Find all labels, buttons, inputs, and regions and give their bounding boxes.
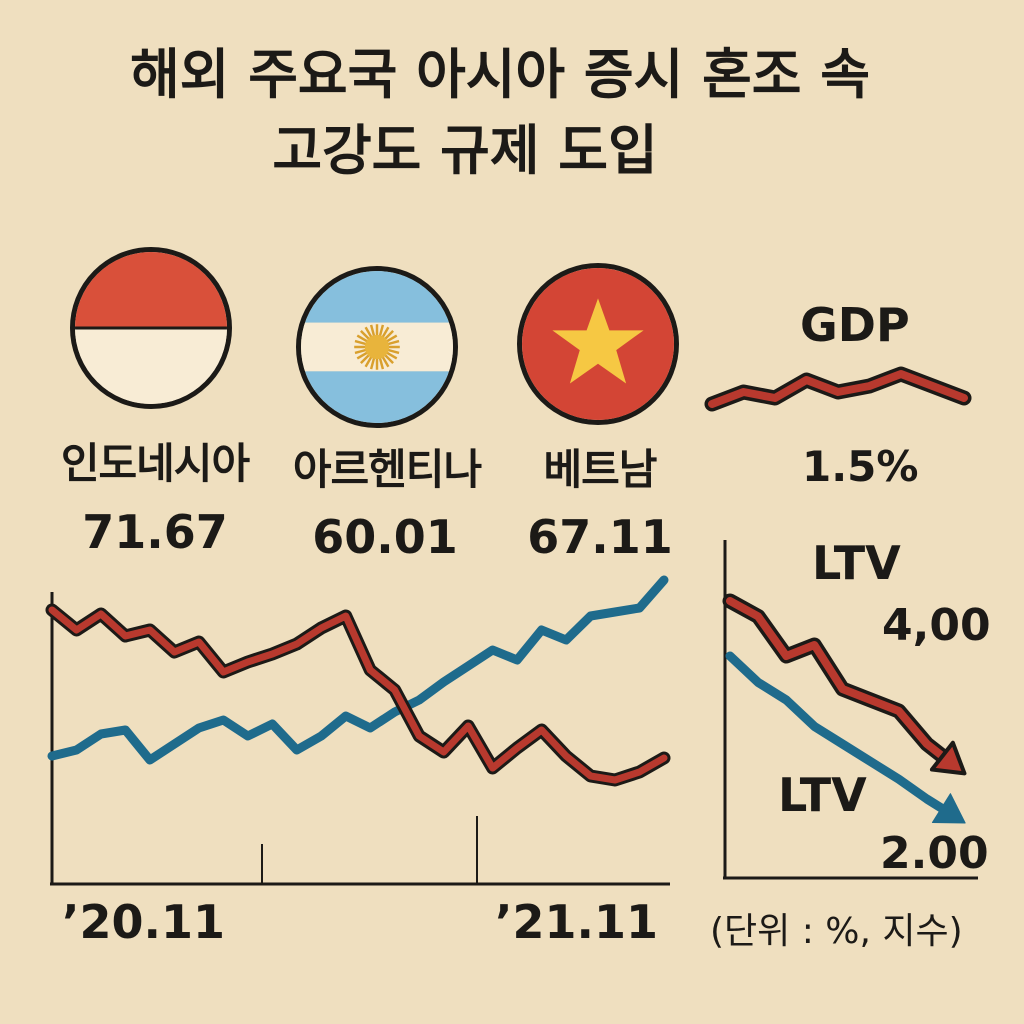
sun-ray	[385, 334, 398, 343]
value-indonesia: 71.67	[82, 505, 228, 559]
gdp-value: 1.5%	[802, 442, 919, 491]
ltv-upper-line	[726, 597, 959, 770]
sun-ray	[364, 326, 373, 339]
ltv-lower-line	[725, 651, 960, 822]
sun-ray	[364, 355, 373, 368]
title-line-2: 고강도 규제 도입	[272, 119, 658, 182]
ltv-lower-label: LTV	[778, 768, 867, 822]
ltv-upper-label: LTV	[812, 536, 901, 590]
title-line-1: 해외 주요국 아시아 증시 혼조 속	[130, 43, 870, 106]
country-name-vietnam: 베트남	[543, 445, 658, 494]
sun-ray	[369, 356, 376, 370]
sun-ray	[356, 351, 369, 360]
value-vietnam: 67.11	[527, 510, 673, 564]
vietnam-flag-icon	[517, 263, 679, 425]
sun-ray	[360, 330, 371, 341]
gdp-label: GDP	[800, 298, 910, 352]
series-line-red	[48, 606, 668, 784]
sun-ray	[381, 326, 390, 339]
sun-ray	[386, 348, 400, 355]
value-argentina: 60.01	[312, 510, 458, 564]
ltv-upper-value: 4,00	[882, 600, 991, 651]
star-icon	[552, 298, 644, 384]
sun-ray	[381, 355, 390, 368]
sun-ray	[369, 324, 376, 338]
sun-ray	[354, 348, 368, 355]
sun-icon	[354, 324, 400, 370]
sun-ray	[378, 356, 385, 370]
country-name-argentina: 아르헨티나	[292, 445, 482, 494]
sun-ray	[383, 353, 394, 364]
sun-ray	[378, 324, 385, 338]
ltv-lower-value: 2.00	[880, 828, 989, 879]
country-name-indonesia: 인도네시아	[60, 439, 250, 488]
chart-title: 해외 주요국 아시아 증시 혼조 속 고강도 규제 도입	[0, 48, 1000, 178]
sun-ray	[385, 351, 398, 360]
x-tick-label-end: ’21.11	[495, 895, 658, 949]
sun-ray	[360, 353, 371, 364]
main-line-chart	[45, 575, 671, 886]
ltv-line-chart	[722, 540, 978, 880]
gdp-line	[708, 370, 968, 408]
ltv-lower-line-arrowhead	[931, 793, 966, 824]
series-line-blue	[47, 575, 669, 765]
ltv-upper-line-arrowhead	[929, 740, 967, 776]
sun-ray	[386, 339, 400, 346]
sun-ray	[383, 330, 394, 341]
gdp-line-chart	[704, 366, 972, 412]
sun-ray	[354, 339, 368, 346]
sun-ray	[356, 334, 369, 343]
x-tick-label-start: ’20.11	[62, 895, 225, 949]
unit-note: (단위 : %, 지수)	[710, 911, 963, 952]
